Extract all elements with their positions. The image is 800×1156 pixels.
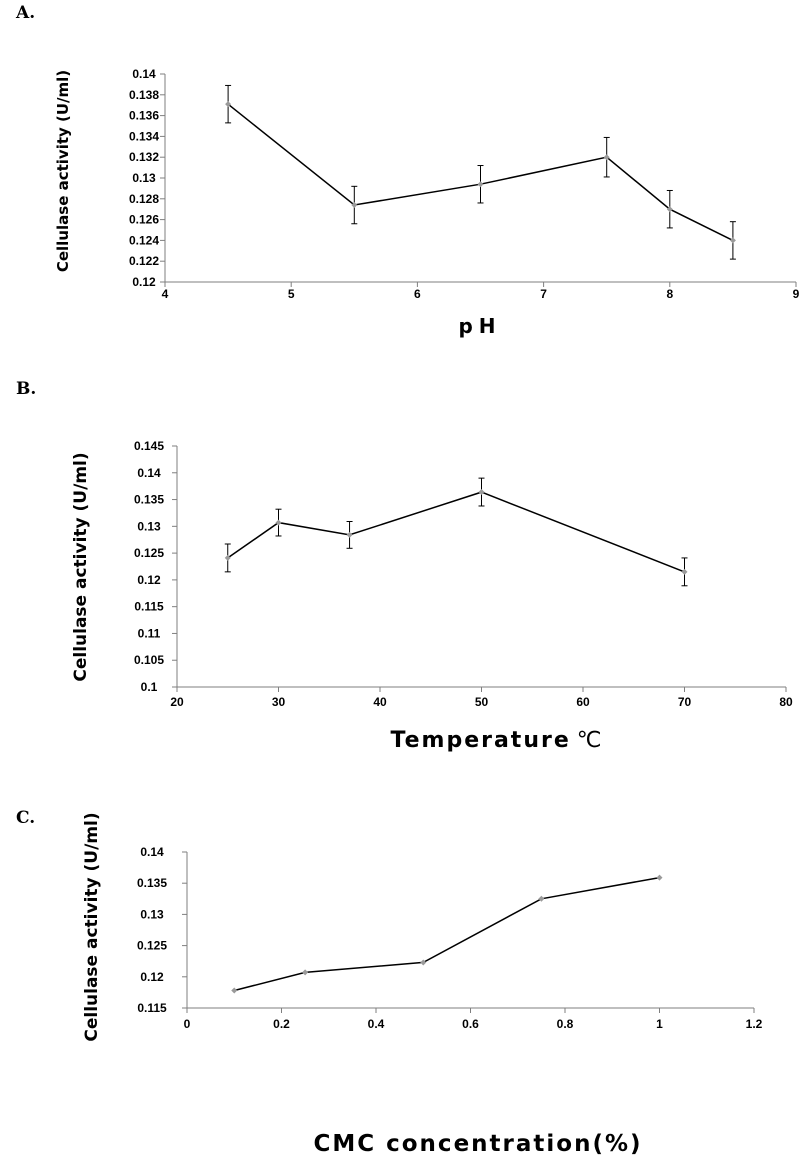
y-tick-label: 0.115 (134, 600, 164, 614)
data-point (420, 959, 427, 966)
x-tick-label: 0.4 (368, 1017, 385, 1031)
y-tick-label: 0.125 (134, 546, 164, 560)
x-axis-title: pH (458, 314, 501, 338)
y-tick-label: 0.135 (134, 493, 164, 507)
x-tick-label: 0.6 (462, 1017, 479, 1031)
x-tick-label: 7 (540, 287, 547, 301)
data-point (275, 519, 282, 526)
data-point (224, 554, 231, 561)
x-tick-label: 50 (475, 695, 489, 709)
x-tick-label: 0 (184, 1017, 191, 1031)
data-point (302, 969, 309, 976)
y-tick-label: 0.12 (140, 970, 164, 984)
data-point (538, 895, 545, 902)
x-tick-label: 60 (576, 695, 590, 709)
data-point (225, 101, 232, 108)
y-tick-label: 0.122 (129, 254, 159, 268)
x-axis-title: Temperature ℃ (391, 728, 604, 753)
x-axis-unit: ℃ (577, 728, 604, 753)
data-point (656, 874, 663, 881)
x-tick-label: 80 (779, 695, 793, 709)
y-tick-label: 0.135 (137, 876, 167, 890)
data-point (477, 181, 484, 188)
data-point (603, 154, 610, 161)
y-tick-label: 0.13 (137, 519, 161, 533)
series-line (227, 491, 685, 573)
y-tick-label: 0.14 (132, 67, 156, 81)
y-tick-label: 0.115 (137, 1001, 167, 1015)
panel-label: B. (16, 379, 36, 399)
y-tick-label: 0.145 (134, 439, 164, 453)
data-point (478, 489, 485, 496)
series-line (234, 876, 660, 992)
chart-temperature: B. 0.1 0.105 0.11 0.115 0.12 0.125 0.13 0.135 0.1… (16, 379, 793, 753)
y-tick-label: 0.11 (138, 626, 161, 640)
x-tick-label: 5 (288, 287, 295, 301)
x-tick-label: 20 (170, 695, 184, 709)
x-tick-label: 1 (656, 1017, 663, 1031)
panel-label: C. (16, 808, 35, 828)
x-tick-label: 4 (162, 287, 169, 301)
data-point (346, 531, 353, 538)
x-tick-label: 0.8 (557, 1017, 574, 1031)
y-tick-label: 0.14 (140, 845, 164, 859)
x-tick-label: 70 (678, 695, 692, 709)
y-tick-label: 0.132 (129, 150, 159, 164)
x-tick-label: 30 (272, 695, 286, 709)
x-tick-label: 0.2 (273, 1017, 290, 1031)
y-axis-title: Cellulase activity (U/ml) (82, 812, 102, 1041)
y-tick-label: 0.128 (129, 192, 159, 206)
y-tick-label: 0.136 (129, 109, 159, 123)
panel-label: A. (15, 3, 35, 23)
y-tick-label: 0.126 (129, 213, 159, 227)
data-point (351, 202, 358, 209)
y-tick-label: 0.12 (132, 275, 156, 289)
y-tick-label: 0.134 (129, 129, 159, 143)
y-tick-label: 0.13 (132, 171, 156, 185)
y-tick-label: 0.125 (137, 939, 167, 953)
data-point (231, 987, 238, 994)
y-axis-title: Cellulase activity (U/ml) (71, 452, 91, 681)
y-tick-label: 0.12 (137, 573, 161, 587)
x-tick-label: 9 (793, 287, 800, 301)
data-point (681, 568, 688, 575)
data-point (729, 237, 736, 244)
data-point (666, 206, 673, 213)
chart-ph: A. 0.12 0.122 0.124 0.126 0.128 0.13 0.132 0.134… (15, 3, 800, 338)
series-line (227, 103, 734, 242)
x-tick-label: 6 (414, 287, 421, 301)
chart-cmc: C. 0.115 0.12 0.125 0.13 0.135 0.14 0 0.2 0.4 0.6 0… (16, 808, 763, 1156)
y-tick-label: 0.13 (140, 907, 164, 921)
y-axis-title: Cellulase activity (U/ml) (54, 70, 72, 272)
x-tick-label: 40 (373, 695, 387, 709)
y-tick-label: 0.105 (134, 653, 164, 667)
x-tick-label: 8 (666, 287, 673, 301)
y-tick-label: 0.1 (141, 680, 158, 694)
y-tick-label: 0.124 (129, 233, 159, 247)
x-axis-title: CMC concentration(%) (313, 1131, 642, 1156)
y-tick-label: 0.138 (129, 88, 159, 102)
y-tick-label: 0.14 (137, 466, 161, 480)
x-tick-label: 1.2 (746, 1017, 763, 1031)
